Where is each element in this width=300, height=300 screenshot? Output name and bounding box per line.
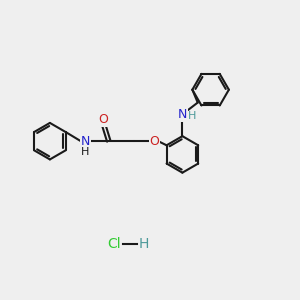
Text: H: H bbox=[188, 111, 196, 122]
Text: H: H bbox=[81, 147, 89, 158]
Text: H: H bbox=[139, 237, 149, 251]
Text: O: O bbox=[98, 113, 108, 126]
Text: O: O bbox=[149, 135, 159, 148]
Text: Cl: Cl bbox=[107, 237, 121, 251]
Text: N: N bbox=[178, 109, 187, 122]
Text: N: N bbox=[80, 135, 90, 148]
